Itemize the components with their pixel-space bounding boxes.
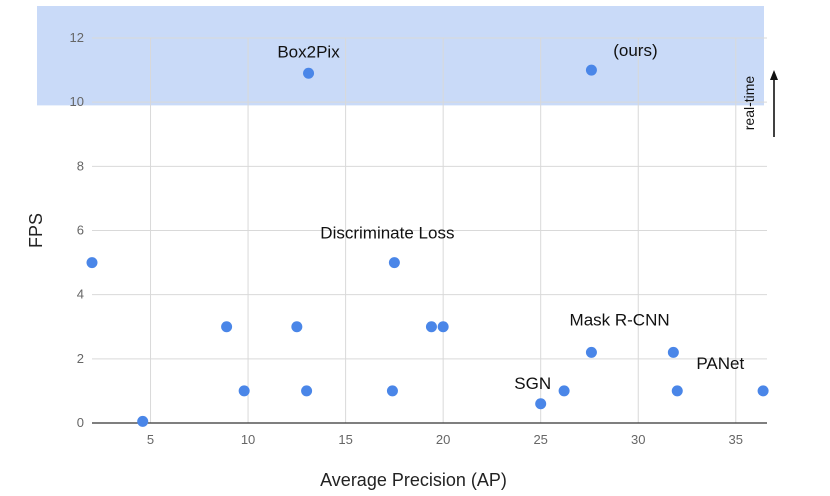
x-tick-label: 25 [533, 432, 547, 447]
x-tick-label: 15 [338, 432, 352, 447]
y-tick-label: 8 [77, 158, 84, 173]
data-point [221, 321, 233, 333]
x-tick-label: 20 [436, 432, 450, 447]
data-point [558, 385, 570, 397]
y-axis-title: FPS [26, 213, 46, 248]
data-point [301, 385, 313, 397]
y-tick-label: 0 [77, 415, 84, 430]
x-axis-title: Average Precision (AP) [320, 470, 507, 490]
data-point [86, 257, 98, 269]
data-point [535, 398, 547, 410]
y-tick-label: 2 [77, 351, 84, 366]
annotation-label: SGN [514, 374, 551, 393]
data-point [425, 321, 437, 333]
y-tick-label: 4 [77, 287, 84, 302]
data-point [757, 385, 769, 397]
annotation-label: (ours) [613, 41, 657, 60]
data-point [291, 321, 303, 333]
annotation-label: PANet [696, 354, 744, 373]
data-point [386, 385, 398, 397]
y-tick-label: 6 [77, 223, 84, 238]
x-tick-label: 5 [147, 432, 154, 447]
realtime-label: real-time [741, 76, 757, 131]
data-point [585, 346, 597, 358]
realtime-region [37, 6, 764, 106]
y-tick-label: 12 [70, 30, 84, 45]
data-point [671, 385, 683, 397]
annotation-label: Box2Pix [277, 42, 340, 61]
annotation-label: Mask R-CNN [570, 310, 670, 329]
realtime-arrow-head [770, 70, 778, 80]
x-tick-label: 30 [631, 432, 645, 447]
x-tick-label: 10 [241, 432, 255, 447]
annotation-label: Discriminate Loss [320, 224, 454, 243]
data-point [303, 67, 315, 79]
x-tick-label: 35 [729, 432, 743, 447]
data-point [585, 64, 597, 76]
data-point [137, 415, 149, 427]
y-tick-label: 10 [70, 94, 84, 109]
data-point [667, 346, 679, 358]
data-point [388, 257, 400, 269]
data-point [238, 385, 250, 397]
data-point [437, 321, 449, 333]
